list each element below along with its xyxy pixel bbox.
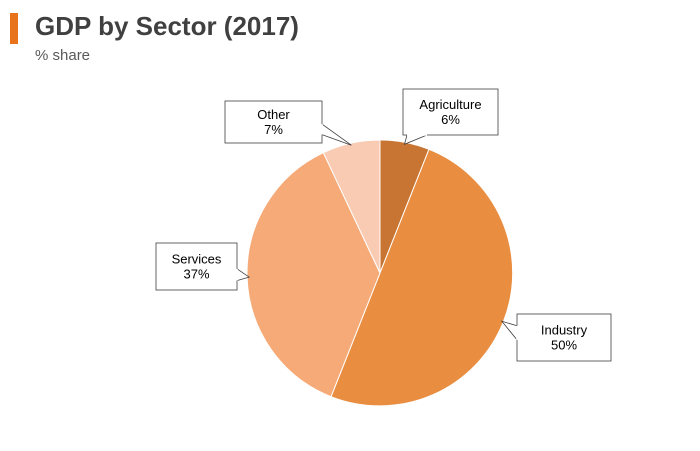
chart-subtitle: % share xyxy=(35,47,91,64)
pie-slices xyxy=(246,139,514,407)
callout-pointer xyxy=(500,320,518,341)
slice-value-label: 37% xyxy=(183,267,209,282)
callout-pointer xyxy=(236,268,251,281)
pie-slice-other xyxy=(322,139,381,274)
title-accent-bar xyxy=(10,13,18,44)
slice-value-label: 50% xyxy=(551,338,577,353)
callout-pointer xyxy=(403,134,428,145)
slice-value-label: 7% xyxy=(264,122,283,137)
slice-label: Industry xyxy=(541,323,588,338)
slice-label: Services xyxy=(172,252,222,267)
callout-box xyxy=(155,242,238,291)
callout-box xyxy=(402,88,499,136)
chart-title: GDP by Sector (2017) xyxy=(35,11,299,41)
slice-label: Agriculture xyxy=(419,97,481,112)
callout-pointer xyxy=(321,123,352,146)
slice-value-label: 6% xyxy=(441,112,460,127)
callout-box xyxy=(224,100,323,144)
slice-label: Other xyxy=(257,107,290,122)
callout-box xyxy=(516,313,612,362)
